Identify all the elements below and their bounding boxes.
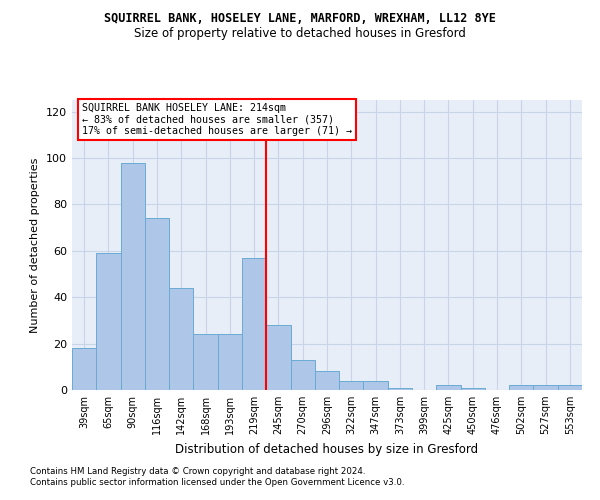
Text: SQUIRREL BANK HOSELEY LANE: 214sqm
← 83% of detached houses are smaller (357)
17: SQUIRREL BANK HOSELEY LANE: 214sqm ← 83%… — [82, 103, 352, 136]
Text: SQUIRREL BANK, HOSELEY LANE, MARFORD, WREXHAM, LL12 8YE: SQUIRREL BANK, HOSELEY LANE, MARFORD, WR… — [104, 12, 496, 26]
Bar — [121, 162, 145, 390]
Bar — [364, 380, 388, 390]
Bar — [72, 348, 96, 390]
Text: Contains HM Land Registry data © Crown copyright and database right 2024.: Contains HM Land Registry data © Crown c… — [30, 467, 365, 476]
Bar — [509, 386, 533, 390]
Bar — [558, 386, 582, 390]
Bar — [169, 288, 193, 390]
Bar — [96, 253, 121, 390]
Bar — [461, 388, 485, 390]
Bar — [266, 325, 290, 390]
X-axis label: Distribution of detached houses by size in Gresford: Distribution of detached houses by size … — [175, 442, 479, 456]
Bar — [193, 334, 218, 390]
Bar — [218, 334, 242, 390]
Bar — [242, 258, 266, 390]
Text: Size of property relative to detached houses in Gresford: Size of property relative to detached ho… — [134, 28, 466, 40]
Bar — [339, 380, 364, 390]
Bar — [145, 218, 169, 390]
Bar — [436, 386, 461, 390]
Y-axis label: Number of detached properties: Number of detached properties — [31, 158, 40, 332]
Bar — [290, 360, 315, 390]
Bar — [388, 388, 412, 390]
Text: Contains public sector information licensed under the Open Government Licence v3: Contains public sector information licen… — [30, 478, 404, 487]
Bar — [533, 386, 558, 390]
Bar — [315, 372, 339, 390]
